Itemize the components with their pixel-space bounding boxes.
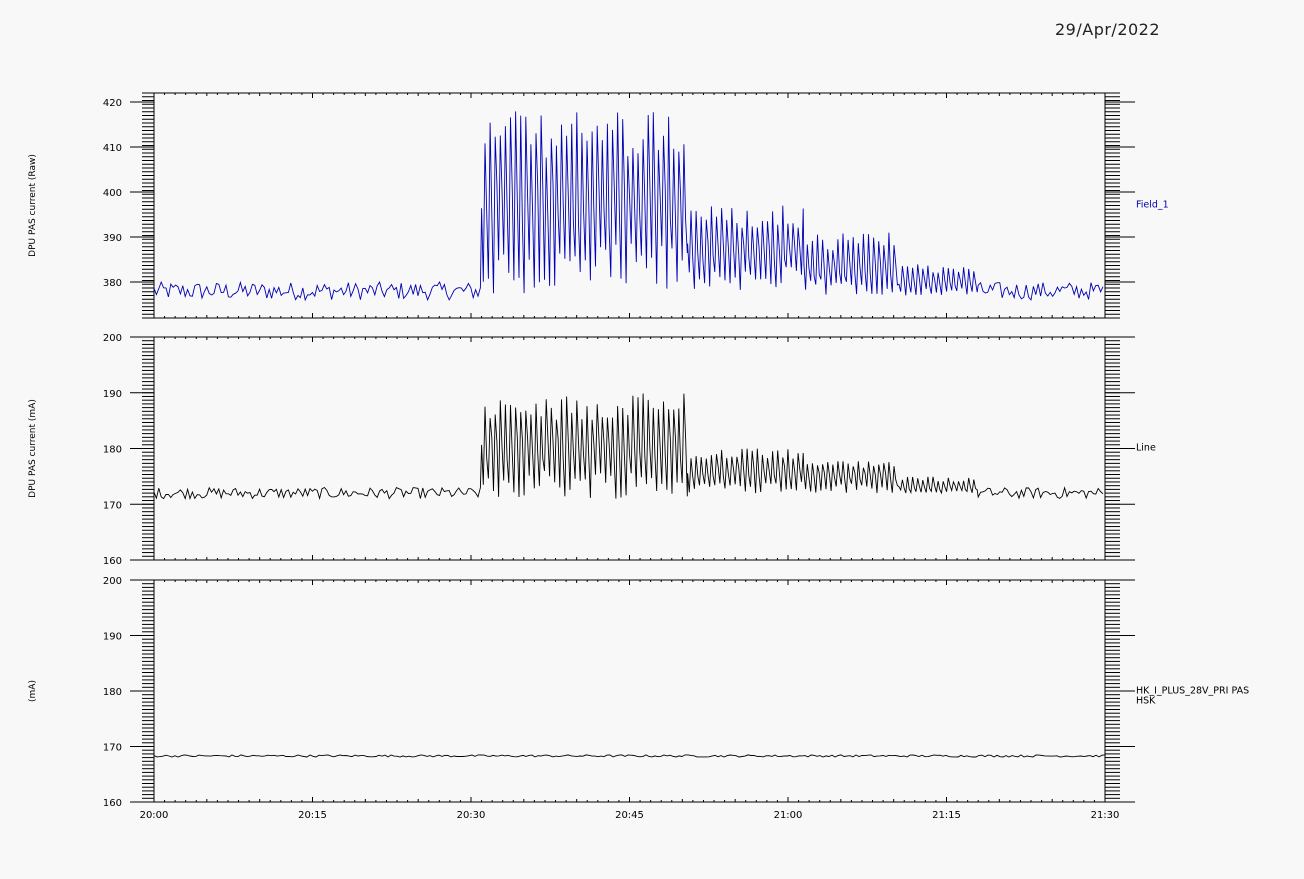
y-tick-label: 180 (103, 445, 122, 456)
panel-1: 380 390 400 410 420 DPU PAS current (Raw) Fiel… (28, 92, 1169, 319)
x-tick-label: 20:30 (457, 810, 486, 821)
panel-3: 160 170 180 190 200 (mA) HK_I_PLUS_28V_PRI PAS… (28, 576, 1249, 809)
y-tick-label: 420 (103, 98, 122, 109)
x-tick-label: 21:30 (1091, 810, 1120, 821)
y-tick-label: 380 (103, 278, 122, 289)
y-tick-label: 170 (103, 743, 122, 754)
series-line (153, 754, 1106, 758)
y-axis-label: (mA) (28, 680, 38, 702)
panel-frame (153, 579, 1106, 803)
y-tick-label: 410 (103, 143, 122, 154)
series-label: HSK (1136, 696, 1156, 707)
panel-2: 160 170 180 190 200 DPU PAS current (mA) Line (28, 333, 1156, 567)
series-label: HK_I_PLUS_28V_PRI PAS (1136, 686, 1249, 697)
y-tick-label: 190 (103, 389, 122, 400)
y-tick-label: 170 (103, 500, 122, 511)
series-label: Field_1 (1136, 200, 1169, 211)
series-line (153, 111, 1104, 302)
plot-date: 29/Apr/2022 (1055, 20, 1161, 39)
y-tick-label: 390 (103, 233, 122, 244)
x-tick-label: 21:00 (774, 810, 803, 821)
y-tick-label: 160 (103, 556, 122, 567)
y-tick-label: 160 (103, 798, 122, 809)
y-tick-label: 400 (103, 188, 122, 199)
y-axis-label: DPU PAS current (mA) (28, 399, 38, 498)
series-line (153, 393, 1104, 501)
x-tick-label: 20:15 (298, 810, 327, 821)
series-label: Line (1136, 443, 1156, 454)
x-tick-label: 20:00 (140, 810, 169, 821)
x-tick-label: 20:45 (615, 810, 644, 821)
x-tick-label: 21:15 (932, 810, 961, 821)
y-tick-label: 180 (103, 687, 122, 698)
y-tick-label: 190 (103, 632, 122, 643)
y-tick-label: 200 (103, 333, 122, 344)
y-axis-label: DPU PAS current (Raw) (28, 154, 38, 257)
y-tick-label: 200 (103, 576, 122, 587)
